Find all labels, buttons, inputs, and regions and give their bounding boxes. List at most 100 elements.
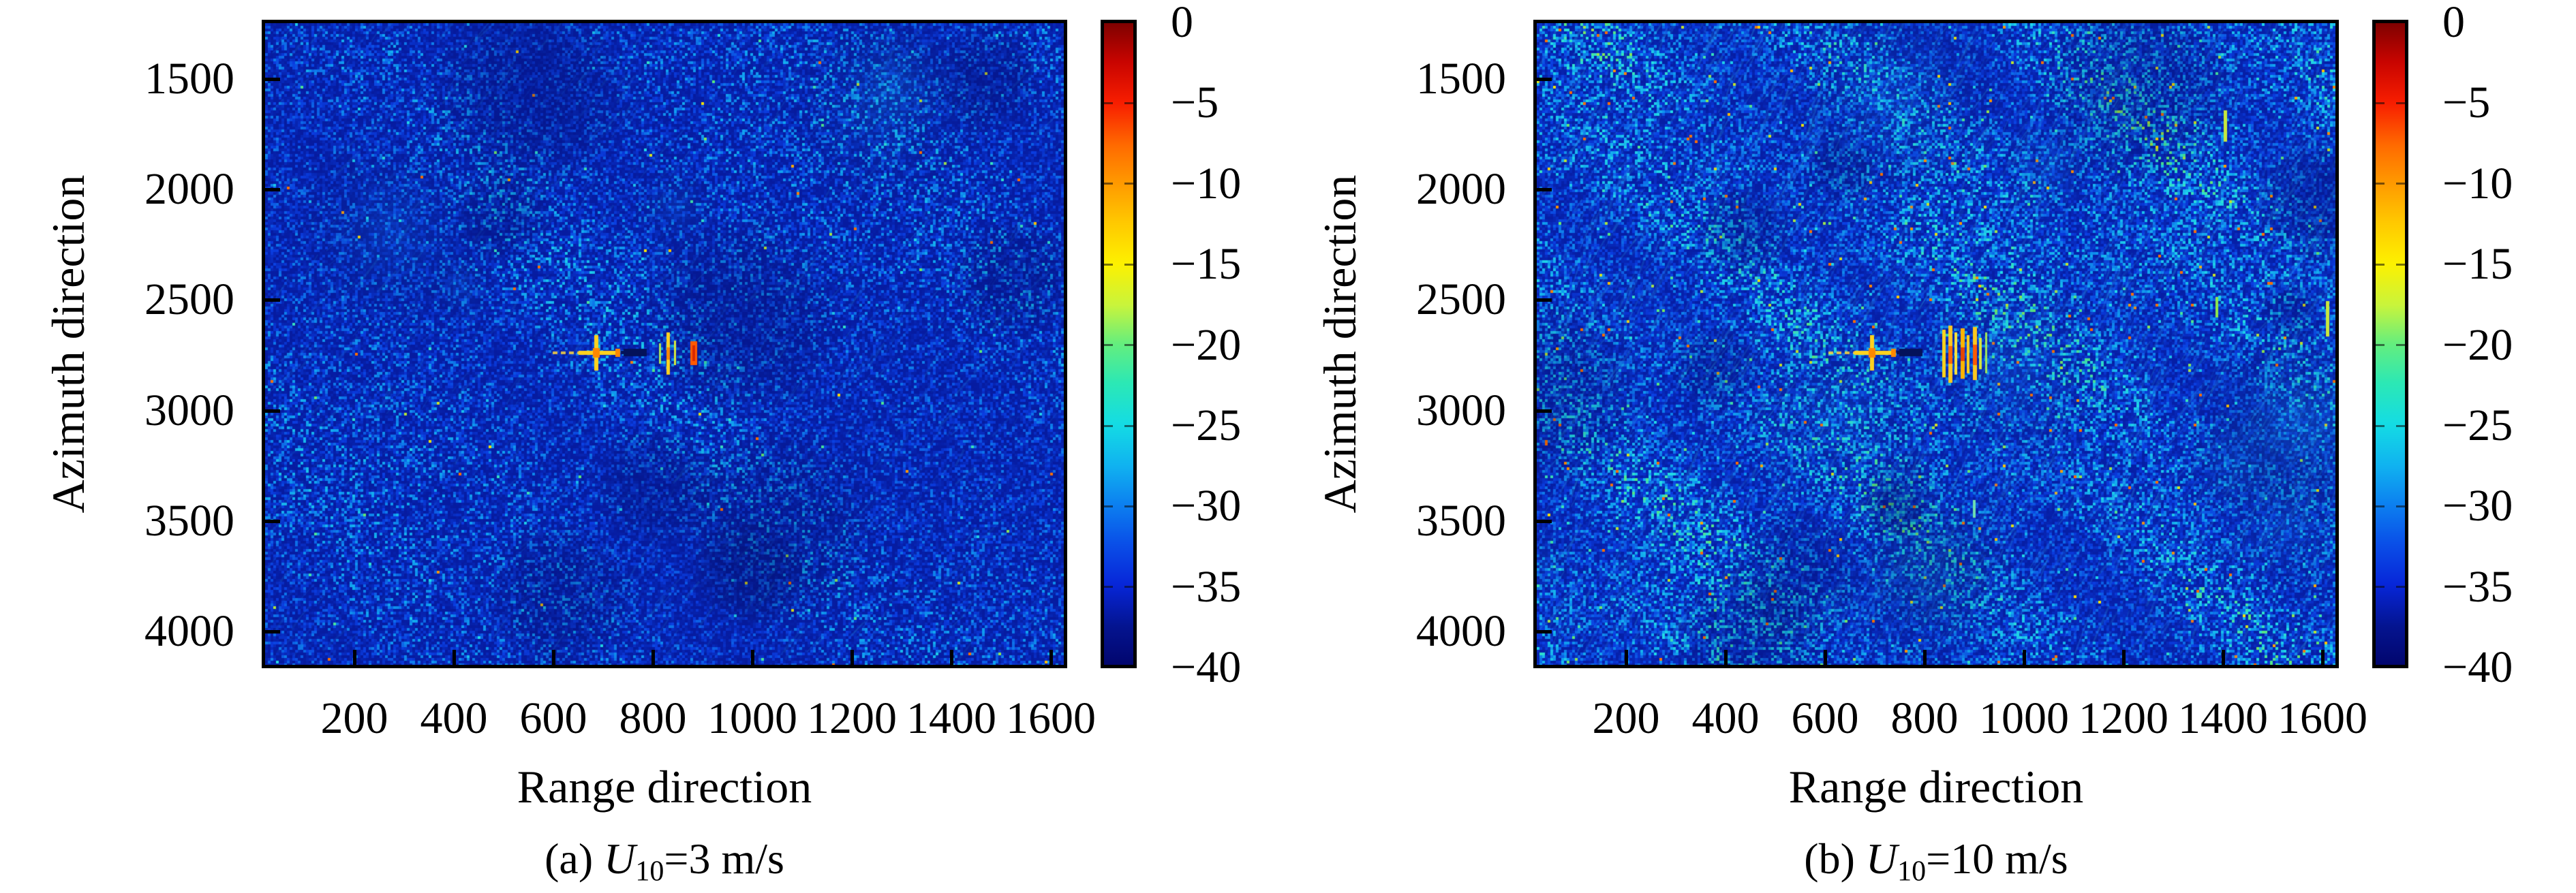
x-tick-label: 1400 <box>906 693 996 743</box>
y-tick-mark <box>1537 409 1552 413</box>
colorbar-tick-dash <box>1124 424 1133 427</box>
caption-a-variable: U <box>604 834 636 883</box>
colorbar-tick-label: −40 <box>2442 642 2513 693</box>
colorbar-tick-label: −5 <box>2442 78 2491 128</box>
x-tick-mark <box>950 650 953 665</box>
caption-b-subscript: 10 <box>1897 856 1927 888</box>
colorbar-tick-dash <box>1104 101 1113 104</box>
y-tick-label: 2500 <box>1416 275 1506 325</box>
colorbar-tick-label: −35 <box>2442 561 2513 612</box>
sar-plot-b <box>1533 20 2339 668</box>
colorbar-tick-dash <box>2376 183 2385 185</box>
colorbar-tick-dash <box>2396 424 2405 427</box>
x-tick-label: 200 <box>320 693 388 743</box>
sar-image-canvas-a <box>265 23 1064 665</box>
colorbar-tick-label: −30 <box>2442 481 2513 531</box>
colorbar-tick-dash <box>2376 586 2385 589</box>
colorbar-tick-dash <box>2376 424 2385 427</box>
x-tick-label: 1200 <box>807 693 897 743</box>
x-tick-label: 1600 <box>2278 693 2367 743</box>
y-tick-label: 3000 <box>1416 385 1506 435</box>
sar-image-canvas-b <box>1537 23 2335 665</box>
y-tick-mark <box>265 188 280 192</box>
colorbar-tick-label: −20 <box>2442 319 2513 370</box>
x-tick-mark <box>1824 650 1827 665</box>
colorbar-tick-label: −25 <box>2442 401 2513 450</box>
x-tick-mark <box>2023 650 2026 665</box>
y-tick-label: 1500 <box>1416 54 1506 104</box>
caption-a-value: =3 m/s <box>664 834 784 883</box>
colorbar-tick-dash <box>1124 344 1133 347</box>
y-tick-mark <box>265 630 280 633</box>
caption-b-variable: U <box>1865 834 1898 883</box>
x-tick-mark <box>552 650 555 665</box>
colorbar-tick-label: −40 <box>1171 642 1242 693</box>
x-tick-mark <box>651 650 655 665</box>
y-tick-mark <box>1537 78 1552 81</box>
colorbar-tick-dash <box>1124 586 1133 589</box>
colorbar-tick-dash <box>2396 101 2405 104</box>
colorbar-tick-label: −25 <box>1171 401 1242 450</box>
y-tick-mark <box>1537 519 1552 523</box>
sar-plot-a <box>262 20 1067 668</box>
y-tick-mark <box>1537 298 1552 302</box>
colorbar-tick-dash <box>1104 505 1113 507</box>
colorbar-tick-dash <box>1104 344 1113 347</box>
colorbar-tick-dash <box>2376 344 2385 347</box>
y-tick-label: 4000 <box>144 606 234 656</box>
colorbar-tick-dash <box>1124 263 1133 266</box>
colorbar-tick-label: −30 <box>1171 481 1242 531</box>
caption-b-index: (b) <box>1804 834 1866 883</box>
y-tick-label: 2500 <box>144 275 234 325</box>
colorbar-tick-label: 0 <box>1171 0 1193 47</box>
caption-b-value: =10 m/s <box>1926 834 2068 883</box>
caption-a-subscript: 10 <box>635 856 664 888</box>
y-tick-mark <box>265 519 280 523</box>
y-tick-label: 2000 <box>1416 164 1506 215</box>
colorbar-a <box>1101 20 1137 668</box>
x-tick-label: 200 <box>1592 693 1660 743</box>
caption-a: (a) U10=3 m/s <box>545 834 784 886</box>
colorbar-tick-dash <box>2396 263 2405 266</box>
x-tick-mark <box>353 650 356 665</box>
x-axis-label-a: Range direction <box>517 761 812 813</box>
colorbar-tick-dash <box>1104 586 1113 589</box>
x-tick-mark <box>2321 650 2325 665</box>
x-tick-label: 1200 <box>2079 693 2168 743</box>
colorbar-tick-label: −10 <box>2442 158 2513 208</box>
colorbar-tick-label: −35 <box>1171 561 1242 612</box>
colorbar-tick-dash <box>2376 505 2385 507</box>
caption-a-index: (a) <box>545 834 604 883</box>
y-axis-label-a: Azimuth direction <box>42 174 94 514</box>
y-tick-label: 3500 <box>144 495 234 546</box>
x-tick-mark <box>1724 650 1728 665</box>
colorbar-tick-dash <box>2396 344 2405 347</box>
y-tick-label: 2000 <box>144 164 234 215</box>
colorbar-tick-dash <box>2396 183 2405 185</box>
y-tick-mark <box>1537 630 1552 633</box>
y-tick-mark <box>1537 188 1552 192</box>
colorbar-tick-dash <box>2396 586 2405 589</box>
x-tick-label: 400 <box>1691 693 1760 743</box>
colorbar-tick-dash <box>1124 505 1133 507</box>
y-tick-label: 4000 <box>1416 606 1506 656</box>
x-axis-label-b: Range direction <box>1788 761 2084 813</box>
y-tick-label: 3500 <box>1416 495 1506 546</box>
x-tick-mark <box>1049 650 1053 665</box>
colorbar-b <box>2372 20 2408 668</box>
x-tick-mark <box>1625 650 1628 665</box>
x-tick-mark <box>850 650 854 665</box>
y-tick-mark <box>265 298 280 302</box>
x-tick-mark <box>453 650 456 665</box>
y-tick-mark <box>265 409 280 413</box>
colorbar-tick-label: −15 <box>2442 239 2513 289</box>
colorbar-tick-dash <box>2376 101 2385 104</box>
x-tick-label: 1000 <box>707 693 797 743</box>
colorbar-tick-label: −10 <box>1171 158 1242 208</box>
colorbar-tick-label: −5 <box>1171 78 1219 128</box>
y-tick-label: 3000 <box>144 385 234 435</box>
caption-b: (b) U10=10 m/s <box>1804 834 2068 886</box>
x-tick-label: 1400 <box>2178 693 2268 743</box>
y-tick-label: 1500 <box>144 54 234 104</box>
